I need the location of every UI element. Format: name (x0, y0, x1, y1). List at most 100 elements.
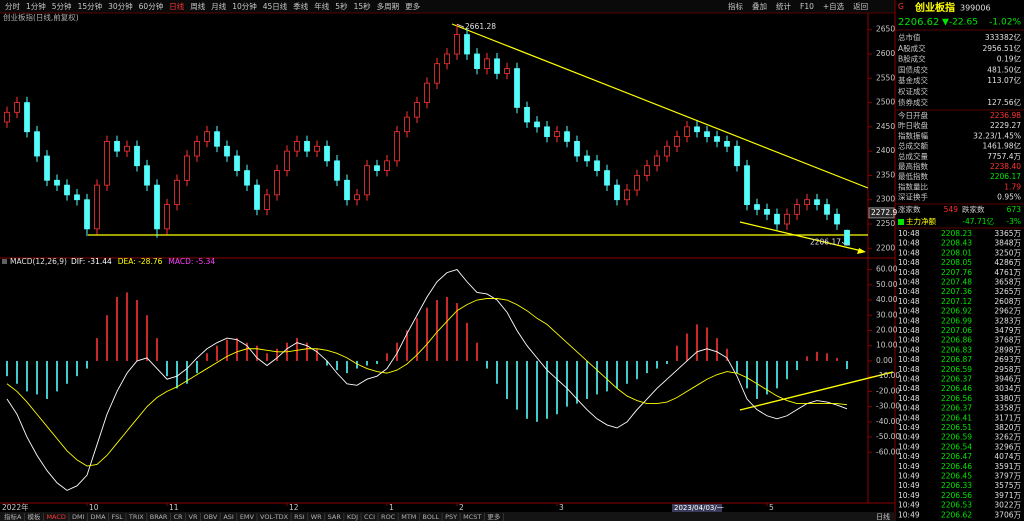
period-button[interactable]: 多周期 (377, 1, 400, 11)
indicator-tab[interactable]: DMI (72, 513, 85, 521)
trade-price: 2206.37 (941, 375, 972, 384)
indicator-tab[interactable]: MTM (401, 513, 416, 521)
annotation-label: 2206.17 (810, 237, 841, 246)
candle-body (154, 184, 160, 230)
trend-line (739, 221, 863, 252)
candle-body (84, 199, 90, 230)
row-value: 0.19亿 (997, 54, 1022, 64)
period-button[interactable]: 分时 (5, 1, 20, 11)
period-button[interactable]: 1分钟 (26, 1, 46, 11)
indicator-tab[interactable]: BRAR (150, 513, 168, 521)
trade-volume: 3171万 (994, 413, 1021, 422)
indicator-tab[interactable]: OBV (203, 513, 217, 521)
change-pct: -1.02% (989, 18, 1021, 28)
trade-volume: 4074万 (994, 452, 1021, 461)
trade-price: 2207.36 (941, 287, 972, 296)
indicator-tab[interactable]: CR (173, 513, 183, 521)
y-tick-label: 2400 (876, 146, 895, 155)
trade-time: 10:48 (898, 326, 920, 335)
row-label: 总市值 (898, 32, 921, 42)
trade-time: 10:49 (898, 442, 920, 451)
trade-volume: 3265万 (994, 287, 1021, 296)
indicator-tab[interactable]: CCI (364, 513, 375, 521)
period-button[interactable]: 更多 (405, 1, 420, 11)
trade-volume: 3971万 (994, 491, 1021, 500)
row-value: 333382亿 (985, 32, 1022, 42)
indicator-tab[interactable]: TRIX (128, 513, 144, 521)
candle-body (194, 141, 200, 157)
indicator-tab[interactable]: 模板 (27, 512, 41, 521)
row-label: 总成交量 (898, 151, 928, 161)
indicator-tab[interactable]: DMA (90, 513, 106, 521)
y-tick-label: 2600 (876, 49, 895, 58)
period-button[interactable]: 5分钟 (52, 1, 72, 11)
y-tick-label: 2200 (876, 243, 895, 252)
trade-volume: 3591万 (994, 462, 1021, 471)
indicator-tab[interactable]: ROC (381, 513, 396, 521)
candle-body (694, 126, 700, 133)
indicator-tab[interactable]: PSY (445, 513, 457, 521)
period-button[interactable]: 周线 (190, 1, 205, 11)
row-value: 2236.98 (990, 111, 1021, 120)
indicator-tab[interactable]: MCST (463, 513, 481, 521)
candle-body (124, 145, 130, 152)
indicator-tab[interactable]: BOLL (422, 513, 439, 521)
period-button[interactable]: 5秒 (335, 1, 348, 11)
period-tab[interactable]: 日线 (876, 512, 890, 521)
candle-body (774, 213, 780, 225)
candle-body (684, 126, 690, 137)
period-button[interactable]: 10分钟 (232, 1, 257, 11)
candle-body (204, 131, 210, 142)
indicator-tab[interactable]: VOL-TDX (260, 513, 289, 521)
tool-button[interactable]: 返回 (853, 2, 868, 11)
legend-entry: DIF: -31.44 (71, 257, 112, 266)
tool-button[interactable]: +自选 (823, 1, 845, 11)
indicator-tab[interactable]: SAR (328, 513, 342, 521)
indicator-tab[interactable]: 更多 (487, 512, 501, 521)
period-button[interactable]: 季线 (293, 1, 308, 11)
period-button[interactable]: 30分钟 (108, 1, 133, 11)
candle-body (744, 165, 750, 205)
tool-button[interactable]: 统计 (776, 1, 791, 11)
trade-volume: 3022万 (994, 501, 1021, 510)
row-label: 指数振幅 (898, 130, 928, 140)
row-label: A股成交 (898, 43, 926, 53)
y-tick-label: 30.00 (876, 310, 898, 319)
candle-body (384, 160, 390, 171)
badge: G (898, 2, 904, 11)
trade-price: 2206.46 (941, 462, 972, 471)
trade-time: 10:48 (898, 316, 920, 325)
period-button[interactable]: 60分钟 (139, 1, 164, 11)
tool-button[interactable]: F10 (800, 2, 814, 11)
chart-title: 创业板指(日线,前复权) (3, 12, 79, 22)
indicator-tab[interactable]: KDJ (347, 513, 358, 521)
indicator-tab[interactable]: RSI (294, 513, 305, 521)
row-value: 2238.40 (990, 162, 1021, 171)
indicator-tab[interactable]: EMV (240, 513, 255, 521)
period-button[interactable]: 年线 (314, 1, 329, 11)
indicator-tab[interactable]: FSL (112, 513, 124, 521)
indicator-tab[interactable]: 指标A (4, 512, 22, 521)
legend-entry: DEA: -28.76 (118, 257, 163, 266)
indicator-tab[interactable]: VR (189, 513, 198, 521)
period-button[interactable]: 45日线 (263, 1, 288, 11)
indicator-tab[interactable]: MACD (46, 513, 65, 521)
candle-body (334, 160, 340, 181)
candle-body (424, 82, 430, 103)
indicator-tab[interactable]: WR (311, 513, 322, 521)
trade-price: 2207.06 (941, 326, 972, 335)
trade-price: 2208.05 (941, 258, 972, 267)
period-button[interactable]: 15分钟 (78, 1, 103, 11)
row-label: 权证成交 (898, 86, 928, 96)
indicator-tab[interactable]: ASI (223, 513, 234, 521)
y-tick-label: -30.00 (876, 402, 900, 411)
period-button[interactable]: 15秒 (354, 1, 372, 11)
period-button[interactable]: 日线 (169, 1, 184, 11)
period-button[interactable]: 月线 (211, 1, 226, 11)
row-label: 最高指数 (898, 161, 928, 171)
trade-price: 2206.86 (941, 336, 972, 345)
row-value: 7757.4万 (987, 152, 1021, 161)
tool-button[interactable]: 叠加 (752, 1, 767, 11)
tool-button[interactable]: 指标 (728, 1, 743, 11)
y-tick-label: 2300 (876, 195, 895, 204)
